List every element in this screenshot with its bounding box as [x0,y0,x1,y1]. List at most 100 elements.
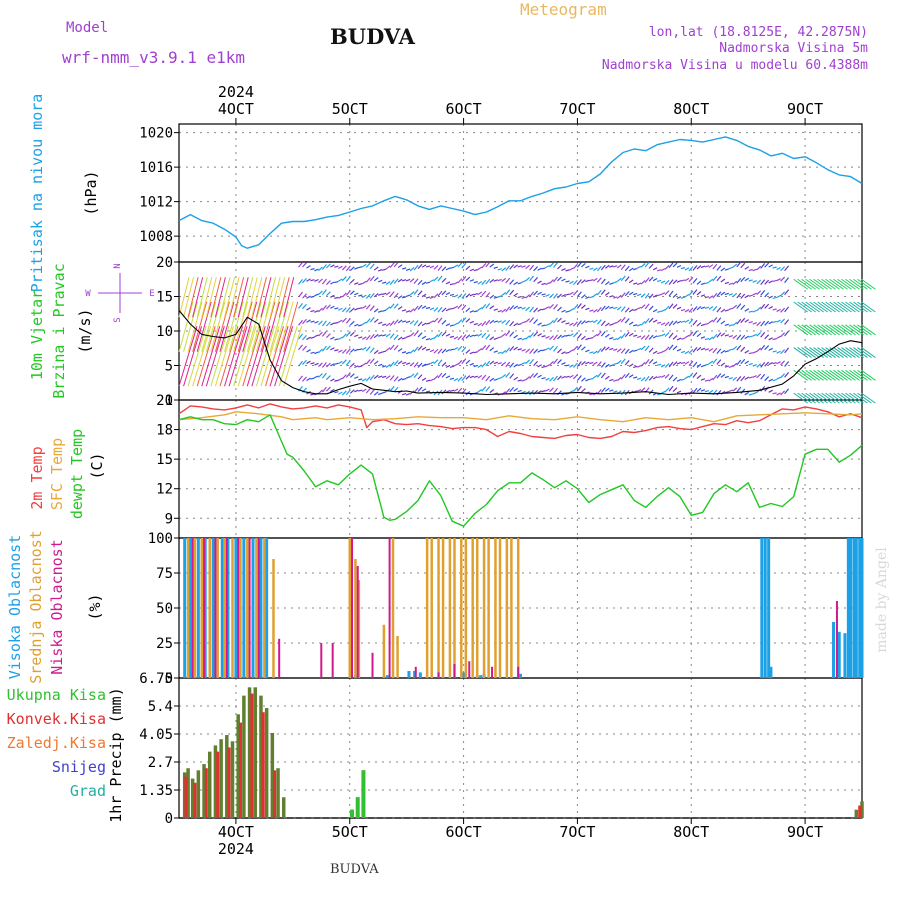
wind-barb [334,307,339,310]
wind-barb [437,275,443,282]
wind-barb [521,361,526,365]
wind-barb [405,376,411,379]
wind-barb [600,320,606,327]
wind-barb [664,264,670,270]
wind-barb [716,306,722,313]
wind-barb [740,317,746,324]
wind-barb [429,279,435,283]
wind-barb [334,362,339,365]
wind-barb [473,334,478,337]
wind-barb [768,337,773,341]
wind-barb [489,319,495,324]
wind-barb [748,310,753,313]
wind-barb [801,392,816,404]
wind-barb [469,375,475,379]
wind-barb [776,361,781,365]
wind-barb [493,350,498,353]
wind-barb [393,360,399,366]
wind-barb [549,345,554,351]
wind-barb [724,365,730,368]
low-cloud-bar [371,652,374,678]
wind-barb [310,279,315,282]
wind-barb [740,375,746,382]
wind-barb [728,266,734,270]
wind-barb [772,320,777,324]
wind-barb [664,290,670,296]
x-tick-label-bottom: 5OCT [332,823,368,841]
wind-barb [720,349,726,354]
wind-barb [784,361,790,367]
wind-barb [330,336,335,340]
dewpt-line [178,414,863,527]
wind-barb [382,323,387,326]
elevation-label: Nadmorska Visina 5m [719,41,868,56]
wind-barb [302,293,307,299]
wind-barb [817,301,832,313]
wind-barb [821,369,836,381]
wind-barb [477,266,483,271]
wind-barb [298,360,303,367]
wind-barb [576,279,582,285]
wind-barb [620,264,626,270]
high-cloud-bar [251,538,255,678]
wind-barb [648,334,654,340]
wind-barb [505,277,511,284]
wind-barb [545,388,550,392]
wind-barb [744,294,750,299]
y-tick-label: 0 [165,393,173,409]
wind-barb [429,349,435,353]
low-cloud-bar [835,601,838,678]
wind-barb [748,321,753,324]
wind-barb [688,290,694,296]
temp2m-ylabel: 2m Temp [28,446,46,509]
wind-barb [668,262,674,269]
wind-barb [589,267,594,270]
wind-barb [349,290,355,296]
wind-barb [604,375,610,380]
wind-barb [569,349,574,353]
wind-barb [461,276,467,282]
wind-barb [417,362,423,368]
wind-barb [633,324,638,327]
wind-barb [349,373,355,378]
wind-barb [361,280,367,285]
wind-barb [385,347,391,352]
wind-barb [636,347,642,351]
mid-cloud-bar [200,538,204,678]
total-precip-bar [247,687,252,818]
wind-barb [581,320,586,325]
wind-barb [672,361,678,367]
wind-barb [696,363,702,368]
wind-barb [421,305,427,309]
high-cloud-bar [183,538,187,678]
wind-barb [453,322,459,326]
wind-barb [219,301,235,352]
wind-barb [569,308,574,312]
wind-barb [513,281,519,286]
wind-barb [704,390,710,393]
wind-barb [841,392,856,404]
wind-barb [652,294,658,298]
wind-barb [668,290,674,297]
wind-barb [201,277,213,318]
wind-barb [537,322,542,326]
wind-barb [716,265,722,271]
wind-barb [425,348,431,351]
wind-barb [497,376,502,380]
wind-barb [845,278,860,290]
wind-barb [345,348,351,354]
wind-barb [628,279,634,284]
wind-barb [513,305,519,310]
wind-barb [793,369,808,381]
mid-cloud-bar [494,538,497,678]
wind-barb [321,372,327,379]
wind-barb [728,389,734,393]
wind-barb [302,303,307,310]
wind-barb [732,376,738,381]
wind-barb [841,369,856,381]
wind-barb [509,331,515,337]
wind-barb [760,263,766,269]
wind-barb [321,386,327,393]
wind-barb [609,389,614,392]
wind-barb [553,262,558,268]
